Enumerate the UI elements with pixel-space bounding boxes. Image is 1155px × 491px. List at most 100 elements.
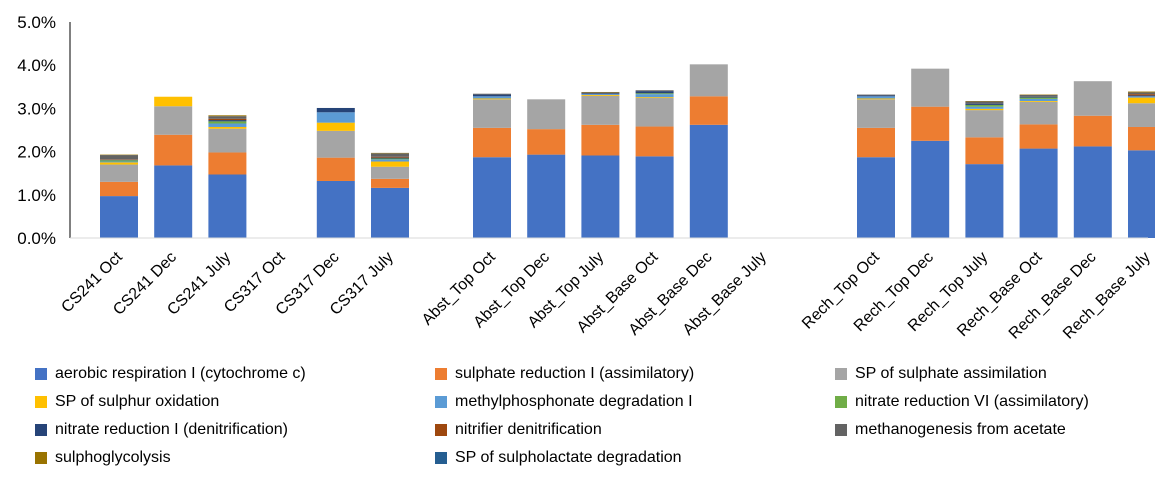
bar-segment [100, 181, 138, 197]
legend-label: sulphoglycolysis [55, 449, 171, 466]
bar-segment [371, 187, 409, 238]
bar-segment [316, 107, 355, 113]
legend-item: methanogenesis from acetate [835, 421, 1066, 439]
bar-segment [635, 90, 674, 92]
bar-segment [473, 93, 511, 95]
bar-segment [1128, 103, 1155, 127]
bar-segment [857, 95, 895, 97]
bar-segment [635, 94, 674, 98]
bar-segment [1128, 126, 1155, 151]
bar-segment [100, 162, 138, 165]
bar-segment [473, 99, 511, 128]
bar-segment [857, 96, 895, 99]
legend-item: nitrifier denitrification [435, 421, 602, 439]
bar-segment [689, 64, 728, 97]
bar-segment [1019, 148, 1058, 238]
bar-segment [316, 130, 355, 158]
bar-segment [154, 134, 193, 166]
legend-item: sulphoglycolysis [35, 449, 171, 467]
legend-label: methylphosphonate degradation I [455, 393, 693, 410]
bar-segment [635, 97, 674, 99]
bar-segment [581, 124, 620, 156]
bar-segment [208, 121, 247, 124]
bar-segment [857, 127, 895, 158]
bar-segment [473, 127, 511, 158]
bar-segment [154, 165, 193, 238]
bar-segment [208, 126, 247, 129]
legend-label: nitrate reduction VI (assimilatory) [855, 393, 1089, 410]
bar-segment [1128, 96, 1155, 98]
bar-segment [100, 161, 138, 163]
bar-segment [316, 112, 355, 123]
bar-segment [965, 106, 1004, 109]
legend-label: aerobic respiration I (cytochrome c) [55, 365, 306, 382]
bar-segment [965, 164, 1004, 238]
bars [100, 64, 1155, 238]
bar-segment [965, 101, 1004, 104]
bar-segment [965, 110, 1004, 138]
bar-segment [1019, 101, 1058, 102]
bar-segment [208, 128, 247, 153]
legend-swatch [835, 368, 847, 380]
bar-segment [1128, 95, 1155, 97]
legend-label: methanogenesis from acetate [855, 421, 1066, 438]
bar-segment [635, 126, 674, 157]
bar-segment [208, 115, 247, 117]
bar-segment [689, 96, 728, 125]
bar-segment [965, 137, 1004, 165]
legend-swatch [435, 368, 447, 380]
bar-segment [965, 108, 1004, 111]
bar-segment [371, 161, 409, 167]
y-tick-label: 5.0% [17, 13, 56, 32]
bar-segment [635, 98, 674, 127]
legend-label: SP of sulpholactate degradation [455, 449, 682, 466]
bar-segment [857, 157, 895, 238]
bar-segment [371, 159, 409, 162]
bar-segment [1073, 146, 1112, 238]
stacked-bar-chart: 0.0% 1.0% 2.0% 3.0% 4.0% 5.0% CS241 OctCS241 … [17, 13, 1155, 343]
bar-segment [581, 95, 620, 96]
legend-swatch [35, 452, 47, 464]
legend-swatch [35, 368, 47, 380]
legend-swatch [435, 452, 447, 464]
bar-segment [371, 166, 409, 179]
bar-segment [581, 95, 620, 125]
legend-label: SP of sulphate assimilation [855, 365, 1047, 382]
bar-segment [635, 91, 674, 94]
legend-item: SP of sulphur oxidation [35, 393, 219, 411]
bar-segment [100, 196, 138, 238]
bar-segment [208, 123, 247, 127]
legend-item: methylphosphonate degradation I [435, 393, 693, 411]
y-tick-label: 1.0% [17, 186, 56, 205]
legend-item: sulphate reduction I (assimilatory) [435, 365, 694, 383]
bar-segment [100, 155, 138, 160]
bar-segment [1019, 96, 1058, 98]
legend-swatch [35, 424, 47, 436]
bar-segment [208, 174, 247, 238]
bar-segment [581, 155, 620, 238]
bar-segment [857, 98, 895, 100]
bar-segment [208, 118, 247, 121]
legend-item: nitrate reduction VI (assimilatory) [835, 393, 1089, 411]
bar-segment [1019, 97, 1058, 99]
bar-segment [527, 154, 566, 238]
legend-label: SP of sulphur oxidation [55, 393, 220, 410]
bar-segment [581, 94, 620, 96]
bar-segment [911, 68, 950, 107]
legend-item: nitrate reduction I (denitrification) [35, 421, 288, 439]
bar-segment [371, 158, 409, 160]
bar-segment [965, 104, 1004, 107]
bar-segment [1073, 115, 1112, 147]
legend-item: SP of sulpholactate degradation [435, 449, 682, 467]
legend-label: nitrate reduction I (denitrification) [55, 421, 288, 438]
bar-segment [371, 153, 409, 157]
legend-swatch [835, 424, 847, 436]
bar-segment [316, 157, 355, 181]
bar-segment [100, 160, 138, 162]
bar-segment [1019, 101, 1058, 125]
legend-swatch [435, 396, 447, 408]
legend-label: sulphate reduction I (assimilatory) [455, 365, 695, 382]
bar-segment [154, 96, 193, 107]
bar-segment [473, 98, 511, 100]
bar-segment [1128, 92, 1155, 95]
